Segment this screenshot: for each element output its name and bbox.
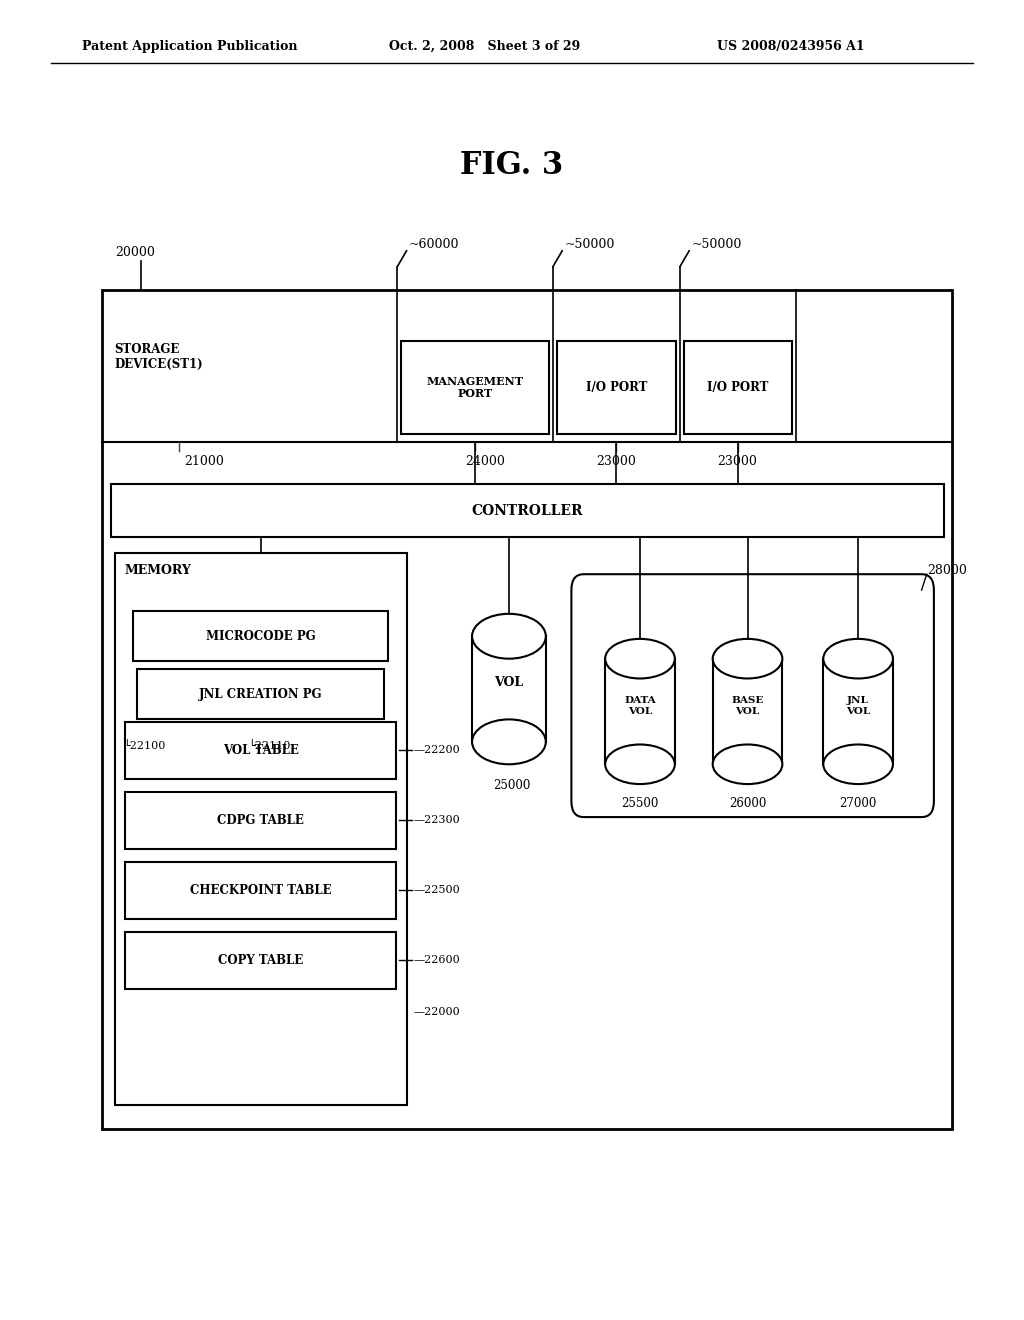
Text: 26000: 26000: [729, 797, 766, 810]
FancyBboxPatch shape: [137, 669, 384, 719]
Text: STORAGE
DEVICE(ST1): STORAGE DEVICE(ST1): [115, 343, 204, 371]
Bar: [713, 659, 782, 764]
Text: —22500: —22500: [414, 886, 461, 895]
Text: I/O PORT: I/O PORT: [708, 381, 768, 393]
Text: US 2008/0243956 A1: US 2008/0243956 A1: [717, 40, 864, 53]
Text: 27000: 27000: [840, 797, 877, 810]
Text: MICROCODE PG: MICROCODE PG: [206, 630, 315, 643]
Ellipse shape: [472, 719, 546, 764]
Text: ~50000: ~50000: [691, 238, 741, 251]
Text: ~50000: ~50000: [564, 238, 614, 251]
FancyBboxPatch shape: [571, 574, 934, 817]
Bar: [472, 636, 546, 742]
Text: —22200: —22200: [414, 746, 461, 755]
Text: —22600: —22600: [414, 956, 461, 965]
Text: MANAGEMENT
PORT: MANAGEMENT PORT: [427, 375, 523, 400]
FancyBboxPatch shape: [115, 553, 407, 1105]
Text: 23000: 23000: [596, 455, 636, 469]
Ellipse shape: [472, 614, 546, 659]
Text: BASE
VOL: BASE VOL: [731, 697, 764, 715]
Text: JNL CREATION PG: JNL CREATION PG: [199, 688, 323, 701]
FancyBboxPatch shape: [125, 932, 396, 989]
FancyBboxPatch shape: [125, 722, 396, 779]
Text: COPY TABLE: COPY TABLE: [218, 954, 303, 966]
Text: CDPG TABLE: CDPG TABLE: [217, 814, 304, 826]
Text: 23000: 23000: [717, 455, 757, 469]
Text: DATA
VOL: DATA VOL: [625, 697, 655, 715]
FancyBboxPatch shape: [133, 611, 388, 661]
Text: Oct. 2, 2008   Sheet 3 of 29: Oct. 2, 2008 Sheet 3 of 29: [389, 40, 581, 53]
Text: MEMORY: MEMORY: [125, 564, 191, 577]
Bar: [605, 659, 675, 764]
FancyBboxPatch shape: [111, 484, 944, 537]
Ellipse shape: [823, 639, 893, 678]
Text: VOL TABLE: VOL TABLE: [222, 744, 299, 756]
Text: FIG. 3: FIG. 3: [461, 149, 563, 181]
Ellipse shape: [605, 744, 675, 784]
Text: 20000: 20000: [115, 246, 155, 259]
FancyBboxPatch shape: [684, 341, 792, 434]
FancyBboxPatch shape: [102, 290, 952, 1129]
Ellipse shape: [713, 744, 782, 784]
Bar: [823, 659, 893, 764]
Ellipse shape: [605, 639, 675, 678]
Text: CHECKPOINT TABLE: CHECKPOINT TABLE: [189, 884, 332, 896]
Text: JNL
VOL: JNL VOL: [846, 697, 870, 715]
Text: —22300: —22300: [414, 816, 461, 825]
Ellipse shape: [713, 639, 782, 678]
Text: —22000: —22000: [414, 1007, 461, 1018]
Text: 25500: 25500: [622, 797, 658, 810]
Text: └22100: └22100: [123, 741, 165, 751]
FancyBboxPatch shape: [557, 341, 676, 434]
FancyBboxPatch shape: [401, 341, 549, 434]
Text: 28000: 28000: [927, 564, 967, 577]
Text: VOL: VOL: [495, 676, 523, 689]
Text: 21000: 21000: [184, 455, 224, 469]
Text: ~60000: ~60000: [409, 238, 459, 251]
Text: 24000: 24000: [465, 455, 505, 469]
Text: Patent Application Publication: Patent Application Publication: [82, 40, 297, 53]
Text: CONTROLLER: CONTROLLER: [472, 504, 583, 517]
FancyBboxPatch shape: [125, 792, 396, 849]
Text: 25000: 25000: [494, 779, 530, 792]
Text: I/O PORT: I/O PORT: [586, 381, 647, 393]
Text: └22110: └22110: [248, 741, 291, 751]
FancyBboxPatch shape: [125, 862, 396, 919]
Ellipse shape: [823, 744, 893, 784]
